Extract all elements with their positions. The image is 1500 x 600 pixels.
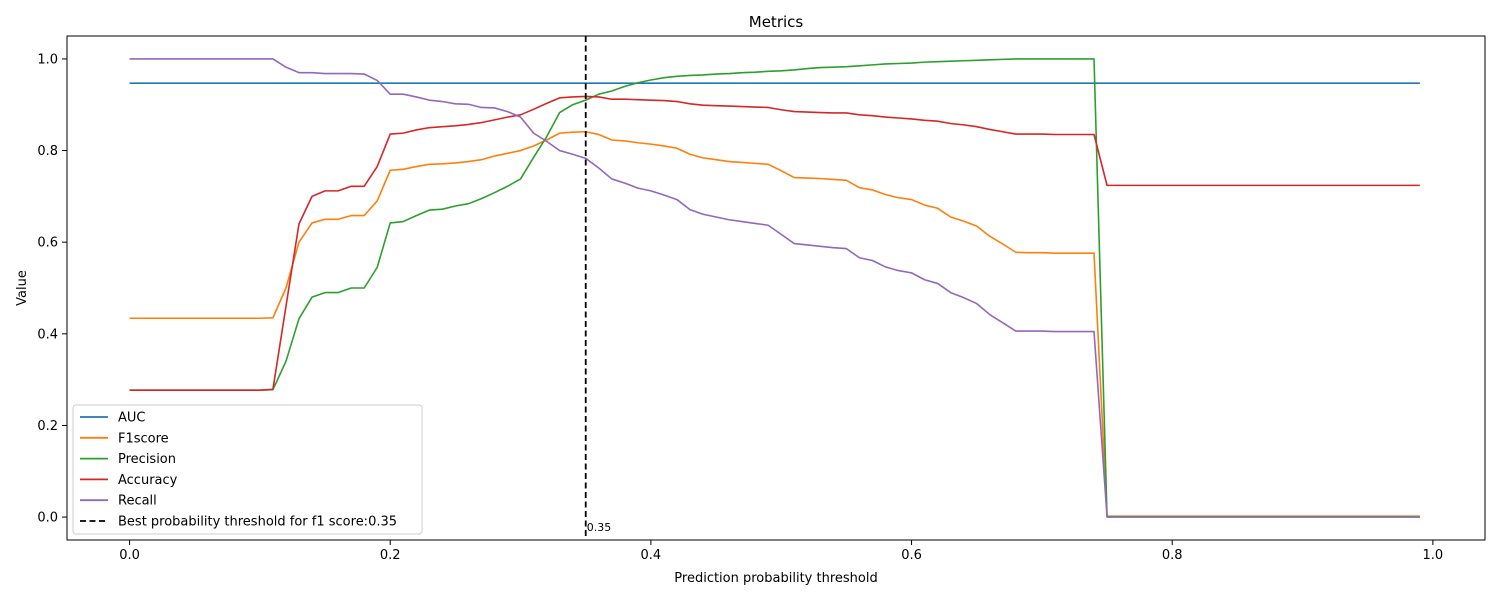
threshold-layer: 0.35 — [584, 36, 612, 540]
threshold-annotation: 0.35 — [587, 521, 612, 534]
legend-label-f1score: F1score — [118, 431, 169, 446]
x-tick-label: 0.8 — [1162, 548, 1183, 563]
legend-label-precision: Precision — [118, 452, 176, 467]
series-line-accuracy — [129, 95, 1420, 391]
legend-label-recall: Recall — [118, 494, 157, 509]
x-axis: 0.0 0.2 0.4 0.6 0.8 1.0 — [119, 540, 1443, 563]
legend: AUC F1score Precision Accuracy Recall Best pr… — [72, 404, 423, 535]
series-line-recall — [129, 58, 1420, 518]
y-tick-label: 0.4 — [37, 327, 58, 342]
x-axis-label: Prediction probability threshold — [674, 571, 877, 586]
y-axis-label: Value — [15, 270, 30, 306]
y-tick-label: 0.0 — [37, 511, 58, 526]
legend-label-auc: AUC — [118, 411, 146, 426]
x-tick-label: 0.2 — [380, 548, 401, 563]
x-tick-label: 0.0 — [119, 548, 140, 563]
y-tick-label: 0.8 — [37, 144, 58, 159]
legend-label-accuracy: Accuracy — [118, 473, 178, 488]
chart-title: Metrics — [749, 13, 804, 31]
legend-label-threshold: Best probability threshold for f1 score:… — [118, 515, 397, 530]
legend-box — [72, 404, 423, 535]
x-tick-label: 1.0 — [1423, 548, 1444, 563]
y-tick-label: 0.2 — [37, 419, 58, 434]
x-tick-label: 0.4 — [641, 548, 662, 563]
series-layer — [129, 58, 1420, 518]
x-tick-label: 0.6 — [901, 548, 922, 563]
y-tick-label: 1.0 — [37, 52, 58, 67]
y-axis: 0.0 0.2 0.4 0.6 0.8 1.0 — [37, 52, 67, 526]
y-tick-label: 0.6 — [37, 236, 58, 251]
